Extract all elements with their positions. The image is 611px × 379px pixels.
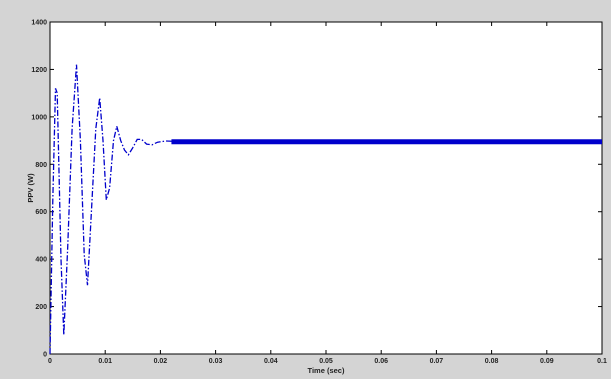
y-tick-label: 600	[35, 209, 47, 216]
x-tick-label: 0.04	[264, 358, 278, 365]
x-tick-label: 0.07	[430, 358, 444, 365]
y-tick-label: 200	[35, 304, 47, 311]
x-axis-label: Time (sec)	[308, 366, 345, 375]
y-tick-label: 1400	[31, 20, 47, 27]
x-tick-label: 0.03	[209, 358, 223, 365]
series-steady-band	[171, 139, 602, 145]
y-tick-label: 1200	[31, 67, 47, 74]
x-tick-label: 0.05	[319, 358, 333, 365]
x-tick-label: 0.1	[597, 358, 607, 365]
x-tick-label: 0.06	[374, 358, 388, 365]
x-tick-label: 0.09	[540, 358, 554, 365]
x-tick-label: 0.01	[98, 358, 112, 365]
y-tick-label: 0	[43, 352, 47, 359]
y-tick-label: 400	[35, 257, 47, 264]
x-tick-label: 0.02	[154, 358, 168, 365]
y-tick-label: 1000	[31, 114, 47, 121]
series-layer	[49, 64, 602, 355]
x-tick-label: 0.08	[485, 358, 499, 365]
y-axis-label: PPV (W)	[26, 173, 35, 203]
plot-area	[49, 21, 603, 355]
x-axis: 0 0.01 0.02 0.03 0.04 0.05 0.06 0.07 0.08 0.09 0.1	[48, 22, 607, 365]
y-tick-label: 800	[35, 162, 47, 169]
x-tick-label: 0	[48, 358, 52, 365]
